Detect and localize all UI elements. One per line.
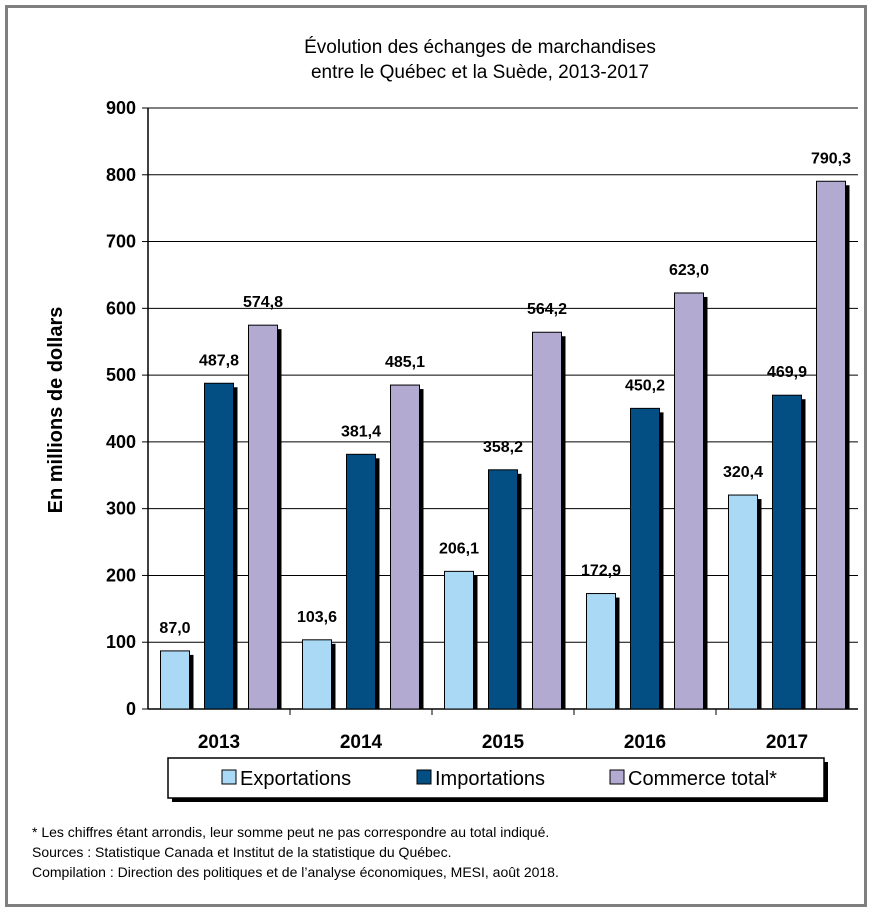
legend-label: Importations (435, 768, 545, 790)
bar (204, 382, 234, 710)
data-label: 103,6 (297, 609, 337, 626)
data-label: 358,2 (483, 439, 523, 456)
footnote-compilation: Compilation : Direction des politiques e… (32, 864, 559, 880)
bar (248, 324, 278, 710)
data-label: 320,4 (723, 464, 763, 481)
data-label: 450,2 (625, 377, 665, 394)
y-tick-label: 900 (106, 98, 136, 118)
y-tick-label: 400 (106, 432, 136, 452)
bar (444, 570, 474, 710)
footnote-sources: Sources : Statistique Canada et Institut… (32, 844, 452, 860)
bar (816, 180, 846, 710)
legend-label: Commerce total* (628, 768, 777, 790)
bar (302, 639, 332, 710)
x-tick-label: 2013 (198, 732, 240, 753)
bar (630, 407, 660, 710)
y-tick-label: 800 (106, 165, 136, 185)
y-tick-label: 600 (106, 298, 136, 318)
data-label: 87,0 (159, 620, 190, 637)
legend-label: Exportations (240, 768, 351, 790)
data-label: 485,1 (385, 354, 425, 371)
bar (532, 331, 562, 710)
legend-swatch (221, 769, 237, 785)
data-label: 574,8 (243, 294, 283, 311)
data-label: 206,1 (439, 540, 479, 557)
bar (160, 650, 190, 710)
bar (728, 494, 758, 710)
x-tick-label: 2014 (340, 732, 383, 753)
y-tick-label: 500 (106, 365, 136, 385)
y-tick-label: 700 (106, 232, 136, 252)
data-label: 381,4 (341, 423, 381, 440)
x-tick-label: 2015 (482, 732, 525, 753)
bar (346, 453, 376, 710)
legend-swatch (416, 769, 432, 785)
legend: Exportations Importations Commerce total* (167, 757, 828, 802)
bar (772, 394, 802, 710)
legend-box (167, 757, 825, 799)
x-tick-label: 2017 (766, 732, 808, 753)
data-label: 790,3 (811, 150, 851, 167)
x-tick-label: 2016 (624, 732, 666, 753)
y-tick-label: 300 (106, 499, 136, 519)
data-label: 469,9 (767, 364, 807, 381)
y-tick-label: 100 (106, 632, 136, 652)
footnotes: * Les chiffres étant arrondis, leur somm… (32, 822, 559, 882)
chart-title-line-2: entre le Québec et la Suède, 2013-2017 (311, 62, 649, 83)
y-axis-title: En millions de dollars (45, 307, 67, 514)
bar (390, 384, 420, 710)
bar (488, 469, 518, 710)
data-label: 623,0 (669, 262, 709, 279)
bar (586, 593, 616, 710)
data-label: 564,2 (527, 301, 567, 318)
legend-swatch (609, 769, 625, 785)
data-label: 172,9 (581, 563, 621, 580)
chart-title-line-1: Évolution des échanges de marchandises (304, 37, 656, 58)
plot-area: 0 100 200 300 400 500 600 700 800 900 2013 87,0 487,… (106, 98, 858, 753)
footnote-rounding: * Les chiffres étant arrondis, leur somm… (32, 824, 550, 840)
y-tick-label: 200 (106, 565, 136, 585)
bar (674, 292, 704, 710)
data-label: 487,8 (199, 352, 239, 369)
y-tick-label: 0 (126, 699, 136, 719)
